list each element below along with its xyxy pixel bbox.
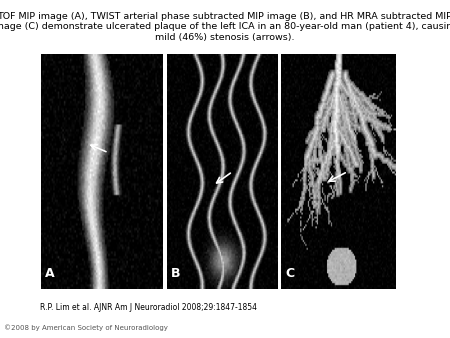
Text: ©2008 by American Society of Neuroradiology: ©2008 by American Society of Neuroradiol… [4,324,168,331]
Text: C: C [286,267,295,280]
Text: TOF MIP image (A), TWIST arterial phase subtracted MIP image (B), and HR MRA sub: TOF MIP image (A), TWIST arterial phase … [0,12,450,42]
Text: AJNR: AJNR [323,298,397,322]
Text: B: B [171,267,180,280]
Text: AMERICAN JOURNAL OF NEURORADIOLOGY: AMERICAN JOURNAL OF NEURORADIOLOGY [292,325,428,330]
Text: R.P. Lim et al. AJNR Am J Neuroradiol 2008;29:1847-1854: R.P. Lim et al. AJNR Am J Neuroradiol 20… [40,303,257,312]
Text: A: A [45,267,55,280]
